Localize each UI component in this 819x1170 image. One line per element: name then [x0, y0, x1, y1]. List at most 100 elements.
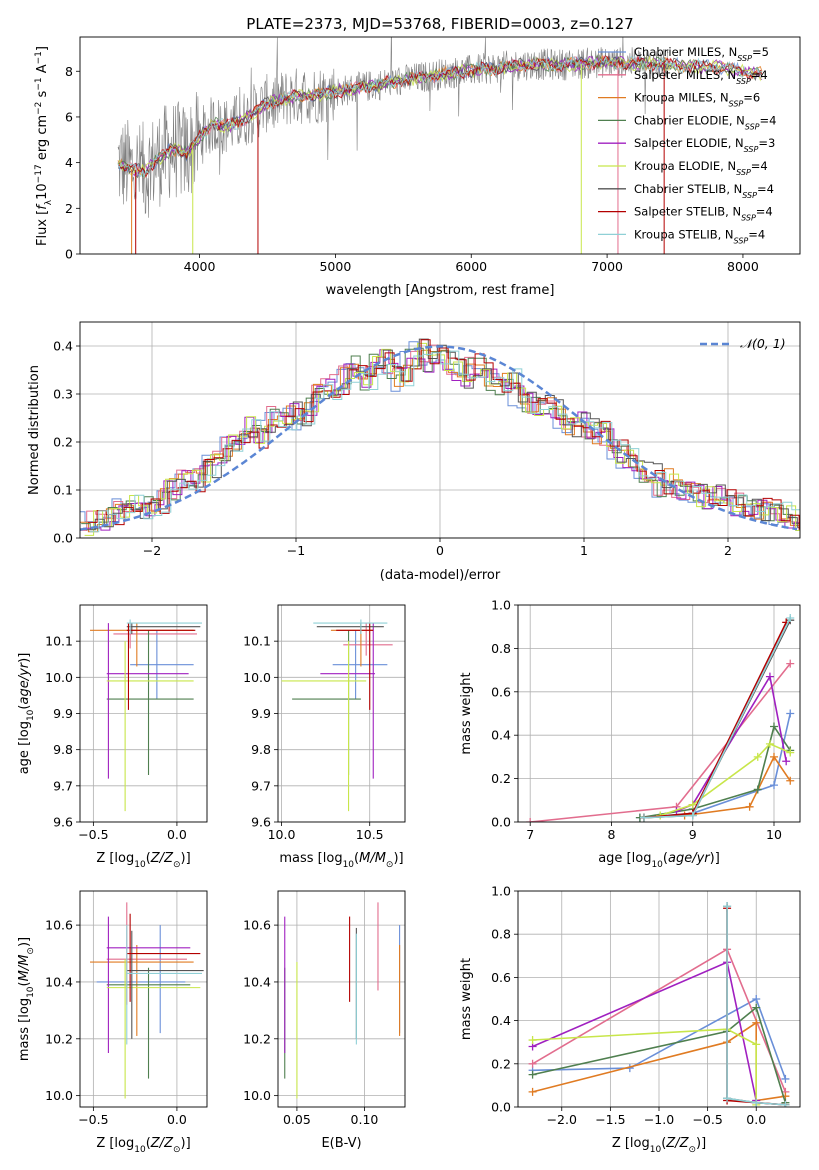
x-tick-label: −2.0: [547, 1112, 577, 1127]
legend-tail: =6: [743, 91, 760, 105]
weight-marker: [752, 995, 761, 1003]
legend-label: Kroupa STELIB, NSSP=4: [634, 227, 765, 245]
y-tick-label: 0.1: [53, 483, 73, 498]
label-part: (: [354, 851, 359, 866]
y-tick-label: 9.9: [53, 706, 73, 721]
weight-line: [532, 1006, 787, 1103]
y-axis-label: mass weight: [459, 958, 474, 1040]
panel-mass_vs_Z: −0.5 0.010.010.210.410.6Z [log10(Z/Z⊙)]ma…: [17, 890, 208, 1155]
legend-tail: =4: [748, 227, 765, 241]
y-tick-label: 0.6: [491, 684, 511, 699]
weight-marker: [526, 818, 535, 822]
label-part: ⊙: [173, 860, 181, 870]
weight-marker: [745, 802, 754, 811]
weight-marker: [786, 709, 795, 718]
axes-frame: [79, 604, 208, 823]
residual-histogram: [82, 349, 800, 531]
label-part: 10: [35, 183, 50, 200]
y-axis-label: Normed distribution: [27, 365, 42, 495]
x-tick-label: 0.10: [351, 1112, 379, 1127]
label-part: E(B-V): [321, 1136, 361, 1151]
y-tick-label: 10.4: [45, 974, 73, 989]
label-part: 10: [343, 860, 355, 870]
weight-marker: [753, 785, 762, 794]
label-part: ]: [35, 46, 50, 51]
label-part: Z [log: [612, 1136, 650, 1151]
legend-sub: SSP: [729, 99, 744, 108]
weight-marker: [781, 1100, 790, 1107]
weight-marker: [528, 1087, 537, 1096]
label-part: mass [log: [17, 998, 32, 1061]
y-tick-label: 9.7: [251, 778, 271, 793]
y-tick-label: 0.4: [491, 1013, 511, 1028]
legend-sub: SSP: [737, 54, 752, 63]
legend-text: Kroupa ELODIE, N: [634, 159, 736, 173]
y-tick-label: 10.6: [243, 918, 271, 933]
y-tick-label: 0.2: [491, 1056, 511, 1071]
legend-label: Kroupa ELODIE, NSSP=4: [634, 159, 768, 177]
residual-histogram: [89, 350, 800, 533]
label-part: M/M: [17, 955, 32, 982]
label-part: ⊙: [173, 1145, 181, 1155]
legend-tail: =5: [752, 45, 769, 59]
axes-frame: [277, 604, 406, 823]
label-part: age [log: [598, 851, 651, 866]
legend-text: Chabrier MILES, N: [634, 45, 737, 59]
legend-label: Salpeter MILES, NSSP=4: [634, 68, 768, 86]
legend-sub: SSP: [736, 76, 751, 85]
label-part: ⊙: [688, 1145, 696, 1155]
label-part: )]: [17, 653, 32, 663]
plot-area: [518, 891, 800, 1107]
panel-spectrum: 4000 5000 6000 7000 8000 0 2 4 6 8 Chabrier MILES,…: [34, 36, 801, 298]
y-axis-label: Flux [fλ10−17 erg cm−2 s−1 A−1]: [34, 46, 54, 246]
weight-marker: [528, 1070, 537, 1079]
x-axis-label: (data-model)/error: [380, 568, 501, 583]
x-tick-label: −0.5: [78, 827, 108, 842]
x-tick-label: 0: [436, 543, 444, 558]
label-part: 10: [650, 1145, 662, 1155]
y-tick-label: 10.0: [243, 1088, 271, 1103]
legend-label: Chabrier ELODIE, NSSP=4: [634, 113, 776, 130]
label-part: (: [146, 1136, 151, 1151]
panel-residuals: −2 −1 0 1 2 0.0 0.1 0.2 0.3 0.4 𝒩(0, 1) (data-model…: [27, 321, 801, 583]
y-tick-label: 10.1: [243, 634, 271, 649]
label-part: age/yr: [17, 661, 32, 704]
y-tick-label: 10.4: [243, 974, 271, 989]
axes-frame: [79, 321, 801, 539]
axes-frame: [79, 890, 208, 1108]
label-part: Z/Z: [665, 1136, 689, 1151]
y-tick-label: 0: [65, 247, 73, 262]
label-part: −17: [34, 164, 44, 183]
legend-text: Kroupa MILES, N: [634, 91, 729, 105]
legend-sub: SSP: [744, 145, 759, 154]
y-tick-label: 1.0: [491, 884, 511, 899]
legend-tail: =3: [758, 136, 775, 150]
label-part: Z [log: [96, 1136, 134, 1151]
label-part: −1: [34, 77, 44, 90]
weight-marker: [688, 811, 697, 820]
label-part: Z/Z: [150, 851, 174, 866]
label-part: 10: [26, 709, 36, 721]
label-part: A: [35, 64, 50, 77]
weight-marker: [528, 1059, 537, 1068]
residual-histogram: [81, 347, 800, 530]
normal-distribution-curve: [80, 345, 798, 531]
label-part: )]: [696, 1136, 706, 1151]
label-part: (: [17, 705, 32, 710]
legend-sub: SSP: [736, 168, 751, 177]
model-spectrum-line: [117, 55, 763, 175]
y-tick-label: 9.8: [251, 742, 271, 757]
panel-age_vs_Z: −0.5 0.09.69.79.89.910.010.1Z [log10(Z/Z⊙…: [17, 604, 208, 870]
x-tick-label: 8: [607, 827, 615, 842]
weight-line: [532, 997, 787, 1080]
panel-age_vs_mass: 10.0 10.5 9.6 9.7 9.8 9.9 10.0 10.1 mass [log10(…: [243, 604, 406, 870]
legend-label: 𝒩(0, 1): [740, 336, 786, 351]
y-tick-label: 10.0: [243, 670, 271, 685]
label-part: )]: [17, 937, 32, 947]
y-tick-label: 9.6: [53, 815, 73, 830]
label-part: 10: [134, 1145, 146, 1155]
weight-marker: [752, 1018, 761, 1027]
x-tick-label: −2: [143, 543, 161, 558]
y-tick-label: 9.8: [53, 742, 73, 757]
label-part: age/yr: [668, 851, 711, 866]
